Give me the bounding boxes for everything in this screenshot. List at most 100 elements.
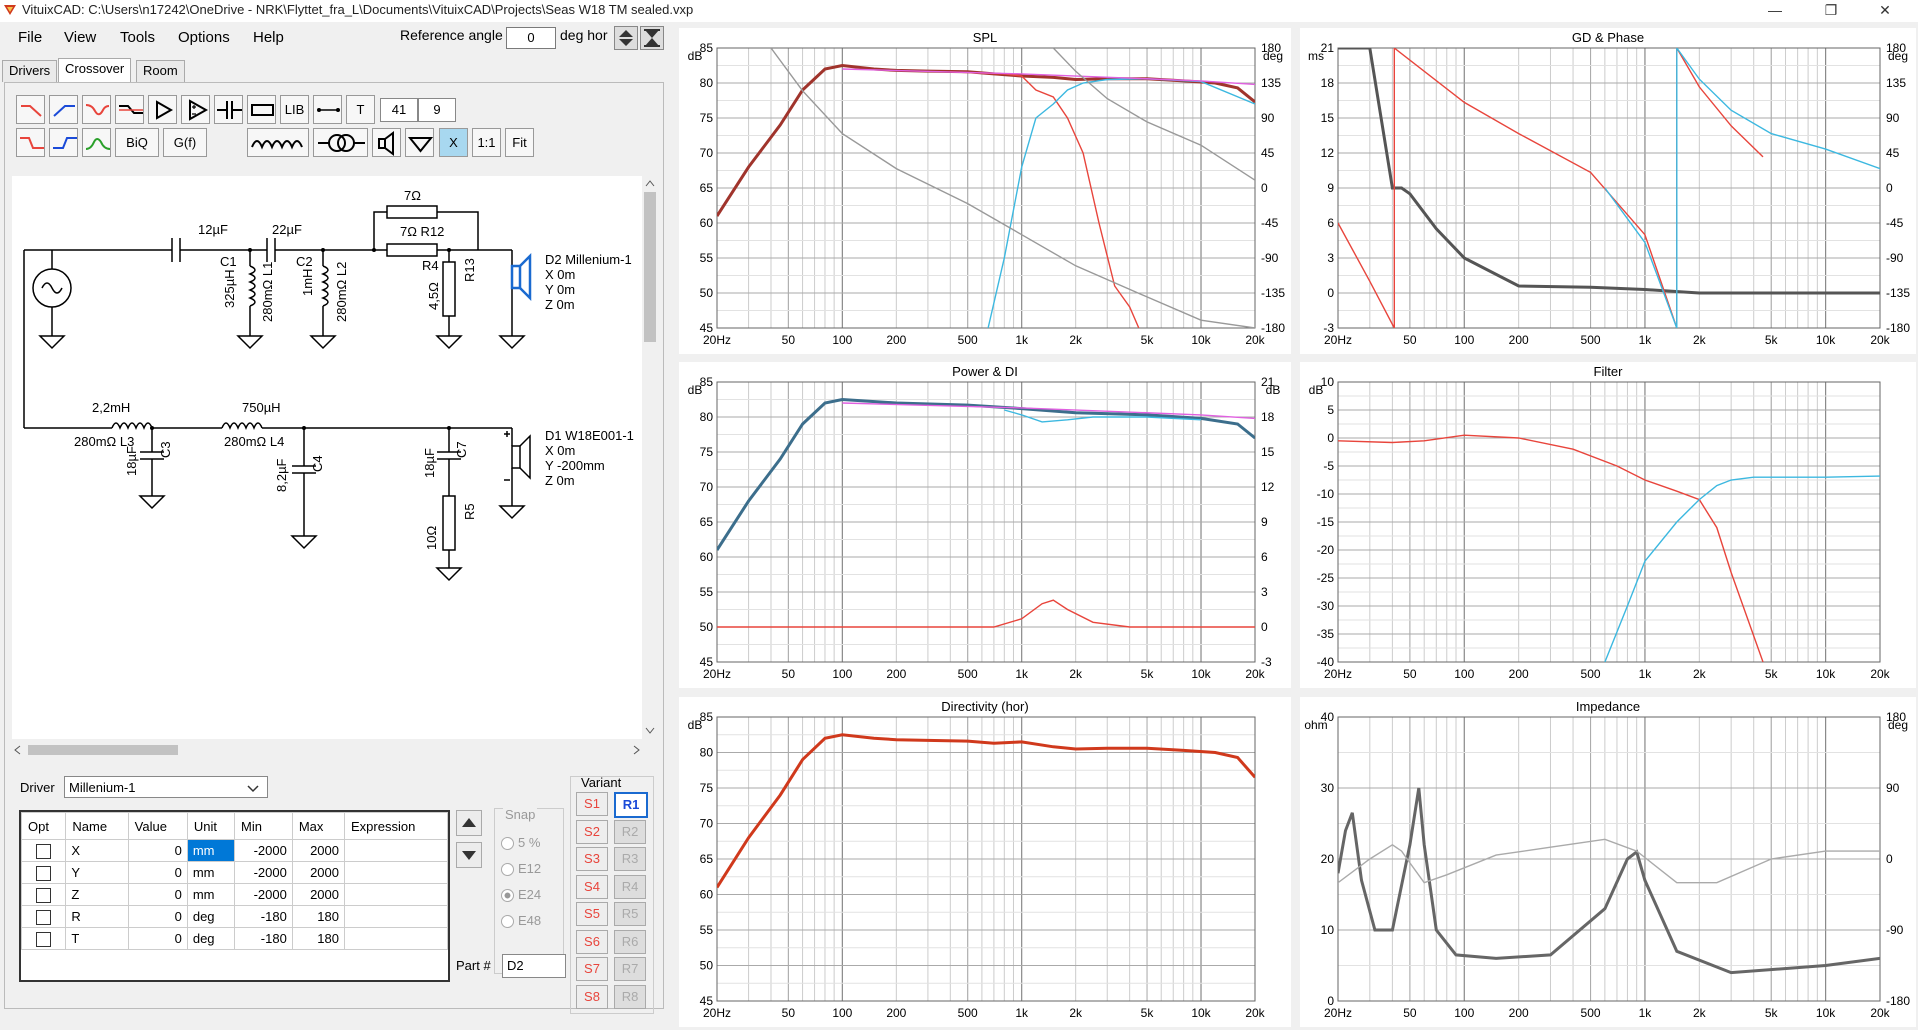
capacitor-button[interactable]	[214, 95, 243, 124]
variant-recall-5[interactable]: R5	[614, 902, 646, 926]
bandpass-red-button[interactable]	[82, 95, 111, 124]
variant-recall-4[interactable]: R4	[614, 874, 646, 899]
move-up-button[interactable]	[456, 810, 482, 836]
snap-option-e24[interactable]: E24	[501, 887, 541, 903]
snap-option-e48[interactable]: E48	[501, 913, 541, 929]
variant-save-7[interactable]: S7	[576, 957, 608, 981]
param-expression[interactable]	[344, 839, 448, 862]
buffer-button[interactable]	[148, 95, 177, 124]
variant-recall-7[interactable]: R7	[614, 957, 646, 981]
move-down-button[interactable]	[456, 842, 482, 868]
menu-file[interactable]: File	[18, 29, 43, 46]
param-unit[interactable]: mm	[186, 839, 236, 862]
tab-room[interactable]: Room	[136, 60, 185, 82]
param-unit[interactable]: deg	[186, 927, 236, 950]
variant-recall-6[interactable]: R6	[614, 929, 646, 954]
grid-y-input[interactable]: 9	[418, 98, 456, 122]
opt-checkbox[interactable]	[36, 909, 52, 925]
opt-checkbox[interactable]	[36, 843, 52, 859]
schematic-horizontal-scrollbar[interactable]	[12, 742, 642, 758]
param-unit[interactable]: mm	[186, 861, 236, 884]
param-min[interactable]: -180	[234, 927, 293, 950]
param-value[interactable]: 0	[127, 905, 188, 928]
param-max[interactable]: 180	[291, 927, 346, 950]
param-expression[interactable]	[344, 861, 448, 884]
param-min[interactable]: -2000	[234, 883, 293, 906]
y-tick-label: -3	[1323, 321, 1334, 335]
minimize-button[interactable]: —	[1768, 2, 1782, 18]
param-expression[interactable]	[344, 905, 448, 928]
opamp-button[interactable]	[181, 95, 210, 124]
fit-button[interactable]: Fit	[505, 128, 534, 157]
tab-crossover[interactable]: Crossover	[58, 58, 132, 83]
restore-button[interactable]: ❐	[1824, 2, 1838, 18]
param-max[interactable]: 2000	[291, 883, 346, 906]
opt-checkbox[interactable]	[36, 887, 52, 903]
variant-save-8[interactable]: S8	[576, 984, 608, 1009]
variant-save-1[interactable]: S1	[576, 792, 608, 816]
lowpass2-red-button[interactable]	[16, 128, 45, 157]
variant-save-6[interactable]: S6	[576, 929, 608, 954]
param-value[interactable]: 0	[127, 839, 188, 862]
variant-save-3[interactable]: S3	[576, 847, 608, 871]
x-tick-label: 2k	[1693, 667, 1707, 681]
param-value[interactable]: 0	[127, 927, 188, 950]
ground-button[interactable]	[405, 128, 434, 157]
variant-save-5[interactable]: S5	[576, 902, 608, 926]
transformer-button[interactable]	[313, 128, 368, 157]
menu-options[interactable]: Options	[178, 29, 230, 46]
zoom-one-button[interactable]: 1:1	[472, 128, 501, 157]
close-button[interactable]: ✕	[1879, 2, 1891, 18]
resistor-button[interactable]	[247, 95, 276, 124]
driver-select[interactable]: Millenium-1	[64, 776, 268, 798]
snap-option-e12[interactable]: E12	[501, 861, 541, 877]
biquad-button[interactable]: BiQ	[115, 128, 159, 157]
bandpass-green-button[interactable]	[82, 128, 111, 157]
param-expression[interactable]	[344, 883, 448, 906]
angle-stepper-button[interactable]	[614, 26, 638, 50]
schematic-vertical-scrollbar[interactable]	[642, 176, 658, 739]
variant-recall-8[interactable]: R8	[614, 984, 646, 1009]
param-max[interactable]: 180	[291, 905, 346, 928]
variant-save-4[interactable]: S4	[576, 874, 608, 899]
lib-button[interactable]: LIB	[280, 95, 309, 124]
param-value[interactable]: 0	[127, 883, 188, 906]
param-value[interactable]: 0	[127, 861, 188, 884]
param-expression[interactable]	[344, 927, 448, 950]
schematic-canvas[interactable]: 12µF C1 22µF C2 325µH 280mΩ L1 1mH 280mΩ…	[12, 176, 650, 739]
param-max[interactable]: 2000	[291, 861, 346, 884]
x-toggle-button[interactable]: X	[439, 128, 468, 157]
variant-recall-1[interactable]: R1	[614, 792, 648, 818]
grid-x-input[interactable]: 41	[380, 98, 418, 122]
param-min[interactable]: -2000	[234, 839, 293, 862]
opt-checkbox[interactable]	[36, 865, 52, 881]
inductor-button[interactable]	[247, 128, 309, 157]
lowpass-red-button[interactable]	[16, 95, 45, 124]
variant-recall-2[interactable]: R2	[614, 819, 646, 844]
menu-help[interactable]: Help	[253, 29, 284, 46]
param-min[interactable]: -2000	[234, 861, 293, 884]
transfer-function-button[interactable]: G(f)	[163, 128, 207, 157]
wire-button[interactable]	[313, 95, 342, 124]
driver-button[interactable]	[372, 128, 401, 157]
param-max[interactable]: 2000	[291, 839, 346, 862]
reference-angle-input[interactable]: 0	[506, 27, 556, 49]
variant-save-2[interactable]: S2	[576, 819, 608, 844]
angle-sweep-button[interactable]	[640, 26, 664, 50]
menu-tools[interactable]: Tools	[120, 29, 156, 46]
part-input[interactable]: D2	[502, 954, 566, 978]
tab-drivers[interactable]: Drivers	[2, 60, 58, 82]
x-tick-label: 500	[958, 1006, 978, 1020]
variant-recall-3[interactable]: R3	[614, 847, 646, 871]
shelf-button[interactable]	[115, 95, 144, 124]
highpass-blue-button[interactable]	[49, 95, 78, 124]
param-unit[interactable]: deg	[186, 905, 236, 928]
snap-option-5[interactable]: 5 %	[501, 835, 540, 851]
menu-view[interactable]: View	[64, 29, 97, 46]
opt-checkbox[interactable]	[36, 931, 52, 947]
t-button[interactable]: T	[346, 95, 375, 124]
y-tick-label: 5	[1327, 403, 1334, 417]
param-min[interactable]: -180	[234, 905, 293, 928]
highpass2-blue-button[interactable]	[49, 128, 78, 157]
param-unit[interactable]: mm	[186, 883, 236, 906]
